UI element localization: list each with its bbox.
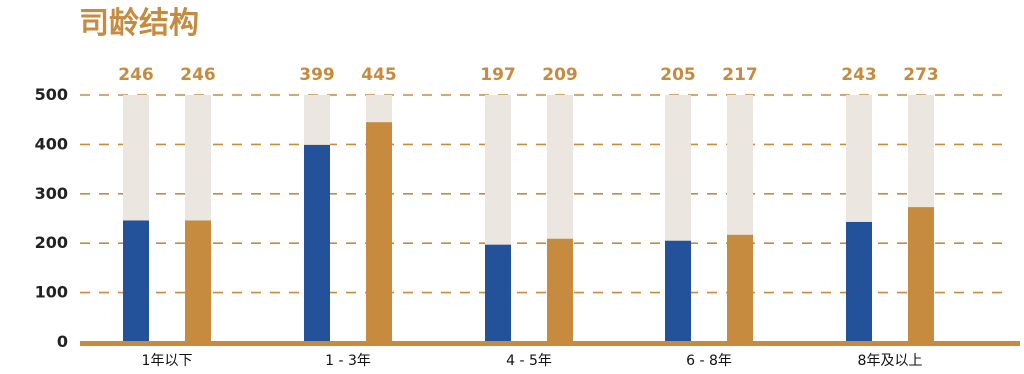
y-axis-ticks: 0 100 200 300 400 500 xyxy=(35,85,68,351)
x-tick-label: 8年及以上 xyxy=(858,353,923,369)
data-labels: 246 246 399 445 197 209 205 217 243 273 xyxy=(118,65,939,85)
data-label: 399 xyxy=(299,65,335,85)
bar xyxy=(485,245,511,342)
y-tick-label: 400 xyxy=(35,134,68,153)
chart-title: 司龄结构 xyxy=(79,6,199,41)
data-label: 273 xyxy=(903,65,939,85)
bar xyxy=(727,235,753,342)
data-label: 205 xyxy=(660,65,696,85)
data-label: 445 xyxy=(361,65,397,85)
bar xyxy=(846,222,872,342)
y-tick-label: 300 xyxy=(35,184,68,203)
bar xyxy=(185,220,211,342)
x-tick-label: 1 - 3年 xyxy=(325,353,371,369)
bar xyxy=(123,220,149,342)
y-tick-label: 100 xyxy=(35,283,68,302)
data-label: 197 xyxy=(480,65,516,85)
bar xyxy=(366,122,392,342)
x-tick-label: 4 - 5年 xyxy=(506,353,552,369)
data-label: 217 xyxy=(722,65,758,85)
bar xyxy=(908,207,934,342)
data-label: 243 xyxy=(841,65,877,85)
x-tick-label: 1年以下 xyxy=(142,353,193,369)
bar xyxy=(547,239,573,342)
data-label: 246 xyxy=(180,65,216,85)
x-tick-label: 6 - 8年 xyxy=(686,353,732,369)
y-tick-label: 200 xyxy=(35,233,68,252)
x-axis-line xyxy=(80,341,1020,346)
x-axis-ticks: 1年以下 1 - 3年 4 - 5年 6 - 8年 8年及以上 xyxy=(142,353,923,369)
y-tick-label: 0 xyxy=(57,332,68,351)
y-tick-label: 500 xyxy=(35,85,68,104)
data-label: 209 xyxy=(542,65,578,85)
bars xyxy=(123,95,934,342)
data-label: 246 xyxy=(118,65,154,85)
bar xyxy=(665,241,691,342)
bar xyxy=(304,145,330,342)
